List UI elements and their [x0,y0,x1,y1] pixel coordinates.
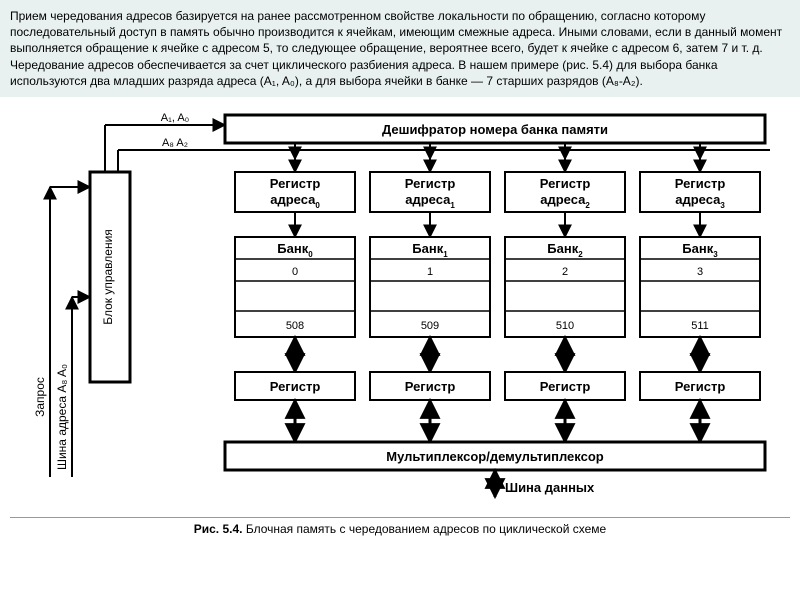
svg-text:Регистр: Регистр [540,379,591,394]
intro-paragraph: Прием чередования адресов базируется на … [0,0,800,97]
addr-bus-label: Шина адреса A₈ A₀ [55,364,69,470]
svg-text:1: 1 [427,266,433,278]
addr-lo-label: A₈ A₂ [162,137,188,149]
svg-text:511: 511 [691,320,709,332]
svg-text:Регистр: Регистр [540,176,591,191]
svg-text:Регистр: Регистр [675,176,726,191]
svg-text:508: 508 [286,320,304,332]
data-bus-label: Шина данных [505,480,595,495]
svg-text:510: 510 [556,320,574,332]
control-label: Блок управления [101,229,115,325]
muxdemux-label: Мультиплексор/демультиплексор [386,449,604,464]
caption-rest: Блочная память с чередованием адресов по… [243,522,607,536]
addr-hi-label: A₁, A₀ [161,112,189,124]
request-label: Запрос [33,377,47,417]
svg-text:3: 3 [697,266,703,278]
svg-text:Регистр: Регистр [270,176,321,191]
svg-text:Регистр: Регистр [270,379,321,394]
svg-text:Регистр: Регистр [405,176,456,191]
svg-text:509: 509 [421,320,439,332]
svg-text:0: 0 [292,266,298,278]
svg-text:Регистр: Регистр [675,379,726,394]
decoder-label: Дешифратор номера банка памяти [382,122,608,137]
svg-text:2: 2 [562,266,568,278]
caption-bold: Рис. 5.4. [194,522,243,536]
diagram: Дешифратор номера банка памяти A₁, A₀ A₈… [0,97,800,517]
svg-text:Регистр: Регистр [405,379,456,394]
figure-caption: Рис. 5.4. Блочная память с чередованием … [10,517,790,536]
